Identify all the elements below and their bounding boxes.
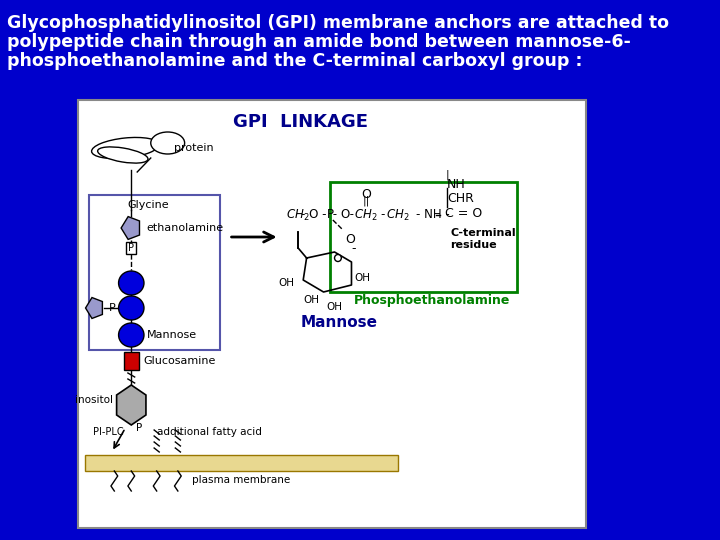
- Text: OH: OH: [279, 278, 294, 288]
- Ellipse shape: [119, 296, 144, 320]
- Text: $CH_2$: $CH_2$: [387, 207, 410, 222]
- Text: OH: OH: [304, 295, 320, 305]
- Text: $CH_2$: $CH_2$: [354, 207, 377, 222]
- Bar: [78, 100, 586, 528]
- Bar: [330, 182, 517, 292]
- Text: C-terminal: C-terminal: [451, 228, 516, 238]
- Bar: [85, 455, 398, 471]
- Ellipse shape: [119, 271, 144, 295]
- Text: Glycophosphatidylinositol (GPI) membrane anchors are attached to: Glycophosphatidylinositol (GPI) membrane…: [6, 14, 669, 32]
- Bar: [89, 195, 220, 350]
- Text: Glucosamine: Glucosamine: [143, 356, 215, 366]
- Text: O: O: [346, 233, 356, 246]
- Bar: [126, 242, 136, 254]
- Text: -: -: [381, 208, 385, 221]
- Text: P: P: [109, 303, 116, 313]
- Text: P: P: [128, 243, 134, 253]
- Text: PI-PLC: PI-PLC: [93, 427, 124, 437]
- Text: O-: O-: [341, 208, 354, 221]
- Text: $CH_2$: $CH_2$: [287, 207, 310, 222]
- Text: C = O: C = O: [445, 207, 482, 220]
- Text: - O -: - O -: [301, 208, 326, 221]
- Ellipse shape: [119, 323, 144, 347]
- Text: P-: P-: [328, 208, 338, 221]
- Text: O: O: [361, 188, 371, 201]
- Text: - NH -: - NH -: [416, 208, 449, 221]
- Bar: [124, 352, 139, 370]
- Text: |: |: [446, 170, 449, 180]
- Text: residue: residue: [451, 240, 498, 250]
- Text: OH: OH: [326, 302, 342, 312]
- Text: additional fatty acid: additional fatty acid: [157, 427, 261, 437]
- Text: Glycine: Glycine: [127, 200, 168, 210]
- Text: ||: ||: [362, 196, 369, 206]
- Ellipse shape: [98, 147, 148, 163]
- Ellipse shape: [91, 138, 159, 159]
- Ellipse shape: [150, 132, 184, 154]
- Text: P: P: [135, 423, 142, 433]
- Text: Mannose: Mannose: [147, 330, 197, 340]
- Text: -: -: [351, 242, 356, 255]
- Text: Phosphoethanolamine: Phosphoethanolamine: [354, 294, 510, 307]
- Text: ethanolamine: ethanolamine: [147, 223, 224, 233]
- Text: plasma membrane: plasma membrane: [192, 475, 290, 485]
- Text: Mannose: Mannose: [301, 315, 378, 330]
- Text: polypeptide chain through an amide bond between mannose-6-: polypeptide chain through an amide bond …: [6, 33, 631, 51]
- Text: phosphoethanolamine and the C-terminal carboxyl group :: phosphoethanolamine and the C-terminal c…: [6, 52, 582, 70]
- Text: inositol: inositol: [75, 395, 112, 405]
- Text: CHR: CHR: [447, 192, 474, 205]
- Text: OH: OH: [354, 273, 370, 283]
- Text: protein: protein: [174, 143, 213, 153]
- Text: GPI  LINKAGE: GPI LINKAGE: [233, 113, 368, 131]
- Text: NH: NH: [447, 178, 466, 191]
- Ellipse shape: [335, 254, 341, 261]
